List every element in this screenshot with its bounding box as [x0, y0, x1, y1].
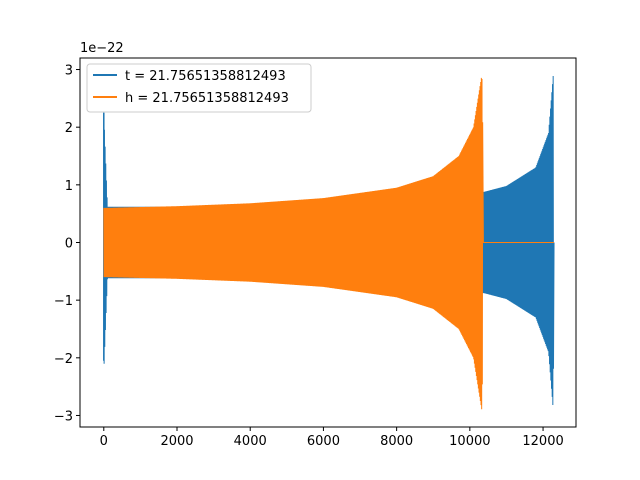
y-tick-label: 2: [65, 121, 73, 136]
series-layer: [103, 75, 555, 410]
y-tick-label: 3: [65, 64, 73, 79]
y-axis: −3 −2 −1 0 1 2 3: [54, 64, 80, 424]
y-tick-label: −2: [54, 352, 73, 367]
x-tick-label: 2000: [160, 434, 193, 449]
x-tick-label: 0: [100, 434, 108, 449]
x-tick-label: 6000: [307, 434, 340, 449]
legend-box: [86, 63, 312, 113]
x-tick-label: 10000: [449, 434, 490, 449]
x-tick-label: 8000: [380, 434, 413, 449]
legend: t = 21.75651358812493 h = 21.756513588124…: [86, 63, 312, 113]
x-tick-label: 4000: [234, 434, 267, 449]
legend-label: t = 21.75651358812493: [125, 69, 286, 84]
series-line: [103, 77, 555, 410]
series-1: [103, 77, 555, 410]
legend-label: h = 21.75651358812493: [125, 91, 289, 106]
y-tick-label: 0: [65, 237, 73, 252]
y-tick-label: −1: [54, 294, 73, 309]
y-tick-label: 1: [65, 179, 73, 194]
x-axis: 0 2000 4000 6000 8000 10000 12000: [100, 427, 564, 449]
x-tick-label: 12000: [522, 434, 563, 449]
y-offset-label: 1e−22: [80, 41, 124, 56]
y-tick-label: −3: [54, 409, 73, 424]
